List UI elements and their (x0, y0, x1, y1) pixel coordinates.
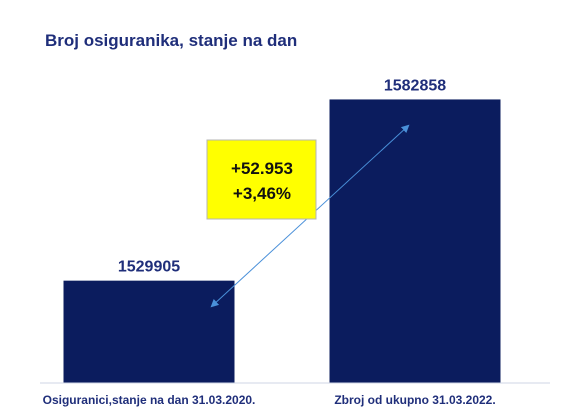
x-tick-label-1: Osiguranici,stanje na dan 31.03.2020. (43, 393, 256, 407)
bar-1 (63, 280, 235, 383)
chart-title: Broj osiguranika, stanje na dan (45, 31, 297, 50)
change-absolute-label: +52.953 (231, 159, 293, 178)
bar-1-value-label: 1529905 (118, 259, 180, 276)
x-tick-label-2: Zbroj od ukupno 31.03.2022. (334, 393, 495, 407)
bar-2-value-label: 1582858 (384, 77, 446, 94)
change-percent-label: +3,46% (233, 184, 291, 203)
change-callout-box (206, 139, 317, 220)
bar-2 (329, 99, 501, 383)
